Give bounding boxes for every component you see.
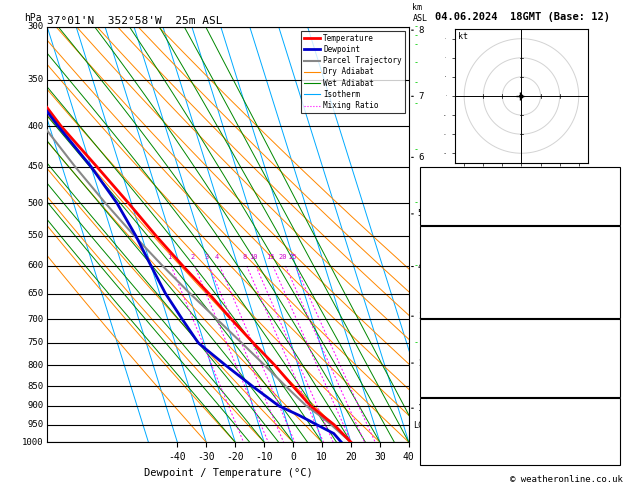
Text: 350: 350 xyxy=(28,75,43,85)
Text: Totals Totals: Totals Totals xyxy=(423,191,493,200)
Text: 400: 400 xyxy=(28,122,43,131)
Text: -: - xyxy=(414,59,419,68)
Text: 15: 15 xyxy=(266,254,275,260)
Text: Mixing Ratio (g/kg): Mixing Ratio (g/kg) xyxy=(448,183,457,286)
Text: 3: 3 xyxy=(204,254,209,260)
Text: -: - xyxy=(414,31,419,40)
Text: 4: 4 xyxy=(612,281,618,290)
Text: θᴀ (K): θᴀ (K) xyxy=(423,347,455,356)
Text: 6: 6 xyxy=(418,153,423,162)
Text: 5: 5 xyxy=(418,209,423,218)
Text: 300: 300 xyxy=(28,22,43,31)
Text: CAPE (J): CAPE (J) xyxy=(423,373,465,382)
Text: 450: 450 xyxy=(28,162,43,171)
Text: LCL: LCL xyxy=(413,421,428,430)
Text: Surface: Surface xyxy=(501,228,539,237)
Text: 550: 550 xyxy=(28,231,43,241)
Text: 1.91: 1.91 xyxy=(596,210,618,220)
Text: CIN (J): CIN (J) xyxy=(423,386,460,395)
Text: kt: kt xyxy=(459,32,469,41)
Text: K: K xyxy=(423,172,428,181)
Text: -19: -19 xyxy=(601,427,618,436)
Text: 1012: 1012 xyxy=(596,334,618,343)
Text: 37°01'N  352°58'W  25m ASL: 37°01'N 352°58'W 25m ASL xyxy=(47,16,223,26)
Text: 325: 325 xyxy=(601,268,618,277)
Text: 04.06.2024  18GMT (Base: 12): 04.06.2024 18GMT (Base: 12) xyxy=(435,12,610,22)
Text: 25: 25 xyxy=(289,254,297,260)
Text: 750: 750 xyxy=(28,338,43,347)
Text: hPa: hPa xyxy=(24,13,42,22)
Text: 4: 4 xyxy=(215,254,220,260)
Text: 500: 500 xyxy=(28,199,43,208)
Text: -: - xyxy=(414,99,419,108)
Text: Dewp (°C): Dewp (°C) xyxy=(423,255,471,263)
Text: StmSpd (kt): StmSpd (kt) xyxy=(423,454,482,463)
Text: 0: 0 xyxy=(612,294,618,303)
Text: -17: -17 xyxy=(601,414,618,423)
Text: StmDir: StmDir xyxy=(423,440,455,450)
Text: 10: 10 xyxy=(249,254,258,260)
Text: Hodograph: Hodograph xyxy=(496,400,544,409)
Text: 2: 2 xyxy=(190,254,194,260)
Text: 3: 3 xyxy=(418,312,423,321)
Text: 16.7: 16.7 xyxy=(596,255,618,263)
Text: 800: 800 xyxy=(28,361,43,370)
Text: Lifted Index: Lifted Index xyxy=(423,360,487,369)
Text: 8: 8 xyxy=(418,26,423,35)
Text: Lifted Index: Lifted Index xyxy=(423,281,487,290)
Text: 4: 4 xyxy=(612,360,618,369)
Text: 4: 4 xyxy=(418,262,423,271)
Text: 1: 1 xyxy=(167,254,171,260)
Text: -: - xyxy=(414,261,419,270)
Text: 900: 900 xyxy=(28,401,43,410)
Text: 700: 700 xyxy=(28,314,43,324)
Text: 0: 0 xyxy=(612,307,618,316)
Text: 8: 8 xyxy=(242,254,247,260)
Text: 850: 850 xyxy=(28,382,43,391)
Text: CIN (J): CIN (J) xyxy=(423,307,460,316)
Text: Pressure (mb): Pressure (mb) xyxy=(423,334,493,343)
Text: 0: 0 xyxy=(612,373,618,382)
Text: 1: 1 xyxy=(612,454,618,463)
Text: -: - xyxy=(414,338,419,347)
Text: 272°: 272° xyxy=(596,440,618,450)
Text: -: - xyxy=(414,145,419,155)
Text: 20: 20 xyxy=(279,254,287,260)
Text: 950: 950 xyxy=(28,420,43,429)
Text: 0: 0 xyxy=(612,386,618,395)
Text: θᴀ(K): θᴀ(K) xyxy=(423,268,450,277)
Text: 2: 2 xyxy=(418,359,423,367)
Text: 37: 37 xyxy=(607,191,618,200)
Text: 600: 600 xyxy=(28,261,43,270)
Text: SREH: SREH xyxy=(423,427,444,436)
Text: km
ASL: km ASL xyxy=(413,3,428,22)
Text: 1: 1 xyxy=(418,404,423,413)
Text: PW (cm): PW (cm) xyxy=(423,210,460,220)
Text: 325: 325 xyxy=(601,347,618,356)
Text: CAPE (J): CAPE (J) xyxy=(423,294,465,303)
Text: 1000: 1000 xyxy=(22,438,43,447)
Text: 650: 650 xyxy=(28,289,43,298)
Text: 3: 3 xyxy=(612,172,618,181)
Text: -: - xyxy=(414,40,419,49)
Text: Temp (°C): Temp (°C) xyxy=(423,241,471,250)
Text: 7: 7 xyxy=(418,92,423,101)
Text: -: - xyxy=(414,78,419,87)
Legend: Temperature, Dewpoint, Parcel Trajectory, Dry Adiabat, Wet Adiabat, Isotherm, Mi: Temperature, Dewpoint, Parcel Trajectory… xyxy=(301,31,405,113)
Text: © weatheronline.co.uk: © weatheronline.co.uk xyxy=(510,474,623,484)
X-axis label: Dewpoint / Temperature (°C): Dewpoint / Temperature (°C) xyxy=(143,468,313,478)
Text: EH: EH xyxy=(423,414,433,423)
Text: 20: 20 xyxy=(607,241,618,250)
Text: -: - xyxy=(414,22,419,31)
Text: -: - xyxy=(414,199,419,208)
Text: Most Unstable: Most Unstable xyxy=(485,321,555,330)
